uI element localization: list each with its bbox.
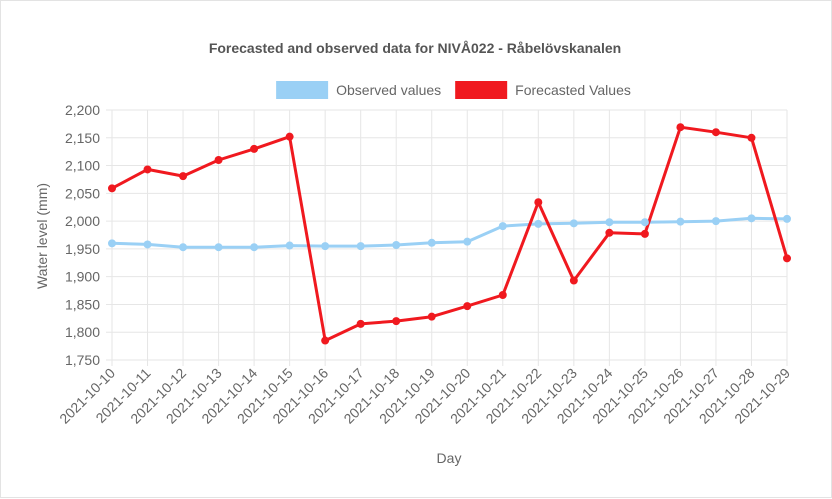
data-point — [392, 317, 401, 326]
data-point — [569, 219, 578, 228]
data-point — [392, 241, 401, 249]
x-axis-title: Day — [437, 450, 462, 466]
data-point — [534, 219, 543, 228]
data-point — [569, 276, 578, 285]
data-point — [640, 218, 649, 227]
data-point — [179, 243, 188, 252]
data-point — [711, 217, 720, 226]
grid — [106, 109, 788, 366]
y-tick-label: 1,950 — [65, 241, 100, 257]
data-point — [498, 291, 507, 299]
legend-label: Forecasted Values — [515, 82, 631, 98]
y-tick-label: 1,850 — [65, 296, 100, 312]
legend-label: Observed values — [336, 82, 441, 98]
y-tick-label: 2,050 — [65, 185, 100, 201]
data-point — [250, 243, 259, 252]
legend-swatch — [455, 81, 508, 99]
data-point — [321, 336, 330, 345]
data-point — [711, 128, 720, 137]
data-point — [179, 172, 188, 181]
legend-swatch — [276, 81, 329, 99]
y-tick-label: 2,100 — [65, 158, 100, 174]
data-point — [427, 238, 436, 247]
y-tick-label: 1,800 — [65, 324, 100, 340]
data-point — [108, 184, 116, 193]
y-tick-label: 2,150 — [65, 130, 100, 146]
data-point — [534, 198, 543, 207]
data-point — [783, 214, 791, 223]
data-point — [747, 214, 756, 223]
data-point — [250, 144, 259, 153]
data-point — [356, 242, 365, 251]
series-line — [111, 125, 789, 343]
legend: Observed values Forecasted Values — [276, 81, 631, 99]
data-point — [463, 302, 472, 311]
x-axis-ticks: 2021-10-102021-10-112021-10-122021-10-13… — [56, 365, 793, 427]
y-axis-ticks: 1,750 1,800 1,850 1,900 1,950 2,000 2,050 2,100… — [65, 102, 100, 368]
series-line — [111, 216, 788, 249]
chart-title: Forecasted and observed data for NIVÅ022… — [209, 40, 621, 56]
data-point — [676, 217, 685, 226]
data-point — [747, 133, 756, 142]
data-point — [605, 228, 614, 237]
data-point — [285, 132, 294, 141]
data-point — [214, 243, 223, 252]
series-lines — [111, 125, 789, 343]
data-point — [143, 240, 152, 249]
data-point — [143, 165, 152, 174]
y-axis-title: Water level (mm) — [34, 183, 50, 289]
data-point — [321, 242, 330, 251]
data-point — [463, 237, 472, 246]
data-point — [108, 239, 116, 248]
y-tick-label: 2,200 — [65, 102, 100, 118]
data-point — [498, 222, 507, 231]
y-tick-label: 2,000 — [65, 213, 100, 229]
data-point — [285, 241, 294, 250]
data-point — [356, 319, 365, 328]
data-point — [676, 123, 685, 132]
y-tick-label: 1,750 — [65, 352, 100, 368]
series-points — [108, 123, 791, 345]
data-point — [427, 312, 436, 321]
data-point — [783, 254, 791, 263]
data-point — [214, 156, 223, 164]
data-point — [605, 218, 614, 227]
data-point — [640, 229, 649, 238]
y-tick-label: 1,900 — [65, 269, 100, 285]
